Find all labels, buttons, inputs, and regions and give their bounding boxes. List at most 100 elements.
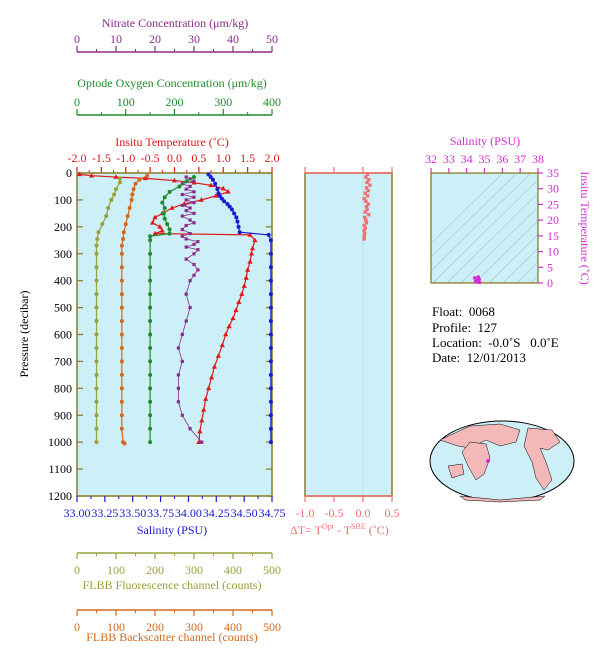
nitrate-point [192, 242, 196, 246]
delta-t-tick-label: 0.5 [385, 506, 400, 520]
delta-t-point [363, 231, 367, 236]
oxygen-point [148, 413, 153, 418]
delta-t-tick-label: 0.0 [356, 506, 371, 520]
temperature-axis-label: Insitu Temperature (˚C) [115, 135, 229, 149]
nitrate-tick-label: 30 [188, 32, 200, 46]
pressure-tick-label: 400 [54, 274, 72, 288]
delta-t-point [365, 194, 370, 198]
location-text: Location: -0.0˚S 0.0˚E [432, 335, 559, 350]
salinity-point [235, 219, 240, 224]
temperature-point [249, 245, 256, 251]
nitrate-point [180, 203, 184, 207]
salinity-point [268, 292, 273, 297]
salinity-point [229, 207, 234, 212]
oxygen-point [184, 179, 189, 184]
backscatter-point [125, 214, 130, 219]
fluorescence-point [94, 386, 99, 391]
nitrate-point [192, 273, 196, 277]
density-contour [446, 193, 538, 283]
nitrate-point [184, 245, 188, 249]
temperature-tick-label: 2.0 [265, 151, 280, 165]
salinity-point [206, 172, 211, 177]
inset-salinity-axis-label: Salinity (PSU) [450, 134, 520, 148]
inset-salinity-tick-label: 37 [514, 152, 526, 166]
oxygen-point [148, 345, 153, 350]
oxygen-point [148, 399, 153, 404]
backscatter-point [121, 236, 126, 241]
delta-t-point [364, 204, 369, 209]
nitrate-point [188, 184, 192, 189]
delta-t-plot-area [304, 172, 393, 497]
temperature-point [239, 291, 245, 296]
oxygen-point [148, 251, 153, 256]
temperature-tick-label: -2.0 [68, 151, 87, 165]
temperature-tick-label: 0.5 [191, 151, 206, 165]
density-contour [431, 174, 530, 272]
date-text: Date: 12/01/2013 [432, 350, 526, 365]
density-contour [432, 179, 538, 283]
temperature-point [226, 323, 232, 329]
delta-t-point [364, 199, 368, 203]
inset-ts-point [476, 275, 481, 279]
salinity-point [268, 251, 273, 256]
delta-t-point [362, 234, 366, 238]
density-contour [502, 247, 538, 283]
pressure-tick-label: 500 [54, 301, 72, 315]
nitrate-point [196, 248, 200, 252]
oxygen-point [148, 234, 153, 239]
backscatter-axis-label: FLBB Backscatter channel (counts) [86, 630, 258, 644]
fluorescence-point [94, 305, 99, 310]
backscatter-tick-label: 100 [107, 620, 125, 634]
nitrate-point [184, 175, 188, 179]
temperature-point [197, 428, 203, 434]
backscatter-point [119, 413, 124, 418]
temperature-tick-label: -0.5 [141, 151, 160, 165]
main-plot-area [76, 172, 273, 497]
fluorescence-point [100, 222, 105, 227]
inset-salinity-tick-label: 38 [532, 152, 544, 166]
delta-t-point [363, 215, 367, 220]
density-contour [474, 220, 538, 283]
salinity-point [219, 196, 224, 201]
backscatter-point [122, 441, 127, 446]
temperature-point [213, 193, 219, 198]
temperature-point [201, 407, 207, 412]
temperature-point [159, 228, 165, 233]
temperature-point [219, 342, 225, 348]
salinity-point [222, 199, 227, 204]
nitrate-point [176, 386, 180, 390]
oxygen-axis: Optode Oxygen Concentration (μm/kg) 0 100… [74, 76, 281, 116]
inset-temperature-axis-label: Insitu Temperature (˚C) [578, 171, 592, 285]
oxygen-point [148, 440, 153, 445]
salinity-point [268, 372, 273, 377]
fluorescence-point [94, 319, 99, 324]
oxygen-point [162, 205, 167, 210]
backscatter-tick-label: 500 [263, 620, 281, 634]
fluorescence-point [94, 426, 99, 431]
temperature-point [169, 205, 175, 210]
delta-t-axis-label: ΔT= TOpt - TSBE (˚C) [290, 522, 389, 537]
temperature-point [225, 189, 231, 194]
oxygen-point [148, 238, 153, 243]
temperature-point [171, 177, 178, 183]
temperature-tick-label: 0.0 [167, 151, 182, 165]
nitrate-point [192, 262, 196, 267]
oxygen-point [192, 175, 196, 180]
fluorescence-point [106, 205, 111, 210]
float-location-marker [486, 459, 490, 463]
fluorescence-point [104, 214, 109, 219]
density-contour [431, 174, 502, 244]
backscatter-point [119, 251, 124, 256]
fluorescence-axis-label: FLBB Fluorescence channel (counts) [83, 578, 262, 592]
delta-t-point [366, 202, 370, 206]
oxygen-point [162, 195, 167, 200]
salinity-tick-label: 34.75 [259, 506, 286, 520]
salinity-point [268, 238, 273, 243]
temperature-point [206, 385, 212, 391]
ts-inset: Salinity (PSU) 32 33 34 35 36 37 38 0 510 15 20 25… [425, 134, 592, 290]
temperature-tick-label: -1.5 [92, 151, 111, 165]
fluorescence-point [117, 180, 122, 185]
salinity-point [225, 201, 230, 206]
fluorescence-tick-label: 200 [146, 563, 164, 577]
